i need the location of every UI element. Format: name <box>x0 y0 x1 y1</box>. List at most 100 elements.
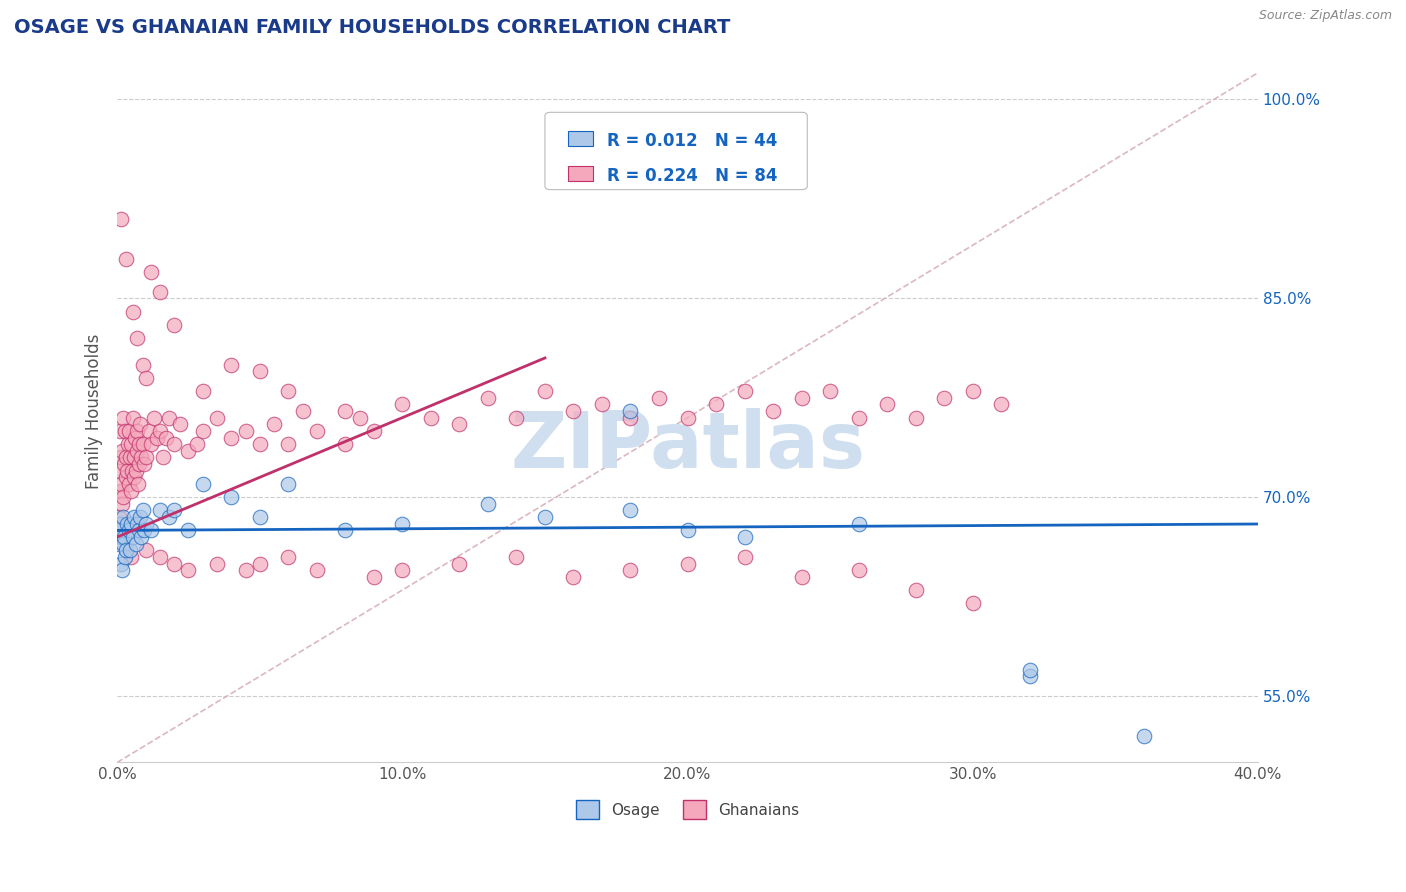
Point <box>177 524 200 538</box>
Point <box>848 516 870 531</box>
Point <box>155 431 177 445</box>
Point <box>120 437 142 451</box>
Point <box>134 524 156 538</box>
Point <box>235 424 257 438</box>
Point <box>277 549 299 564</box>
Point <box>138 424 160 438</box>
Point <box>114 450 136 465</box>
Point <box>112 510 135 524</box>
Point <box>249 437 271 451</box>
Point <box>562 404 585 418</box>
Point <box>762 404 785 418</box>
Point <box>127 477 149 491</box>
Point <box>128 437 150 451</box>
Point <box>141 265 163 279</box>
Point <box>141 524 163 538</box>
Point <box>277 437 299 451</box>
Point <box>790 391 813 405</box>
Point <box>205 557 228 571</box>
Point <box>157 510 180 524</box>
Point <box>277 384 299 398</box>
Point <box>125 536 148 550</box>
Point <box>619 404 641 418</box>
Point <box>131 530 153 544</box>
Point <box>904 410 927 425</box>
Point <box>734 530 756 544</box>
Point <box>205 410 228 425</box>
Point <box>219 490 242 504</box>
Point <box>135 450 157 465</box>
Point <box>219 358 242 372</box>
Point <box>562 570 585 584</box>
Point <box>125 464 148 478</box>
FancyBboxPatch shape <box>546 112 807 190</box>
Point <box>363 424 385 438</box>
Point <box>143 410 166 425</box>
Point <box>127 516 149 531</box>
Point <box>108 424 131 438</box>
Point <box>132 503 155 517</box>
Point <box>363 570 385 584</box>
Point <box>110 483 132 498</box>
Point <box>112 530 135 544</box>
Point <box>111 490 134 504</box>
Point <box>108 536 131 550</box>
Y-axis label: Family Households: Family Households <box>86 334 103 489</box>
FancyBboxPatch shape <box>568 166 593 181</box>
Point <box>419 410 441 425</box>
Point <box>129 510 152 524</box>
Point <box>648 391 671 405</box>
Point <box>449 417 471 432</box>
Point <box>676 524 699 538</box>
Point <box>391 516 413 531</box>
Point <box>108 464 131 478</box>
Point <box>110 450 132 465</box>
Point <box>619 410 641 425</box>
Point <box>149 285 172 299</box>
Point <box>818 384 841 398</box>
Point <box>128 457 150 471</box>
Point <box>305 424 328 438</box>
Point <box>125 424 148 438</box>
Point <box>129 417 152 432</box>
Point <box>118 450 141 465</box>
Point <box>1132 729 1154 743</box>
Point <box>110 477 132 491</box>
Point <box>676 410 699 425</box>
Point <box>1018 663 1040 677</box>
Point <box>734 384 756 398</box>
Point <box>132 358 155 372</box>
Point <box>249 510 271 524</box>
Point <box>449 557 471 571</box>
Point <box>124 510 146 524</box>
Text: Source: ZipAtlas.com: Source: ZipAtlas.com <box>1258 9 1392 22</box>
Point <box>114 549 136 564</box>
Point <box>163 318 186 332</box>
Point <box>534 384 557 398</box>
Point <box>848 563 870 577</box>
Point <box>135 543 157 558</box>
Point <box>249 557 271 571</box>
Point <box>124 431 146 445</box>
Point <box>219 431 242 445</box>
Point <box>505 549 527 564</box>
Point <box>477 497 499 511</box>
Point <box>934 391 956 405</box>
Point <box>111 536 134 550</box>
Text: R = 0.012   N = 44: R = 0.012 N = 44 <box>606 132 778 150</box>
Point <box>904 582 927 597</box>
Point <box>124 470 146 484</box>
Point <box>848 410 870 425</box>
Point <box>191 424 214 438</box>
Point <box>120 549 142 564</box>
Point <box>141 437 163 451</box>
Point <box>157 410 180 425</box>
Point <box>108 516 131 531</box>
Point <box>135 516 157 531</box>
Point <box>146 431 169 445</box>
Point <box>249 364 271 378</box>
Point <box>591 397 613 411</box>
Point <box>169 417 191 432</box>
Point <box>790 570 813 584</box>
Text: ZIPatlas: ZIPatlas <box>510 409 865 484</box>
